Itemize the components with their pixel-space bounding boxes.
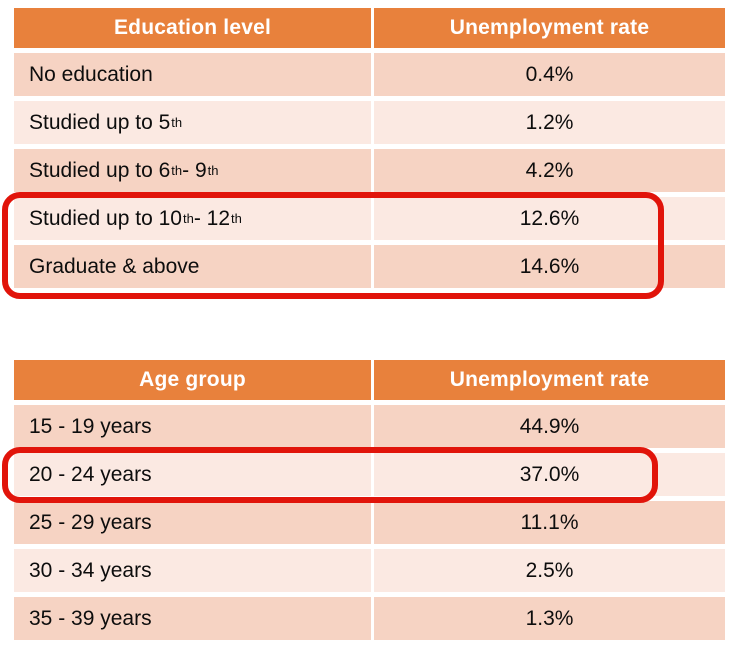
age-table: Age group Unemployment rate 15 - 19 year…	[14, 360, 725, 640]
table-row: 15 - 19 years 44.9%	[14, 405, 725, 448]
table-row: 30 - 34 years 2.5%	[14, 549, 725, 592]
label-cell: 30 - 34 years	[14, 549, 371, 592]
unemployment-rate-header: Unemployment rate	[374, 360, 725, 400]
label-cell: Graduate & above	[14, 245, 371, 288]
row-label: No education	[29, 62, 153, 86]
value-cell: 1.2%	[374, 101, 725, 144]
row-label: 25 - 29 years	[29, 510, 152, 534]
row-label: 20 - 24 years	[29, 462, 152, 486]
table-row-highlighted: Graduate & above 14.6%	[14, 245, 725, 288]
label-cell: 15 - 19 years	[14, 405, 371, 448]
row-label: 30 - 34 years	[29, 558, 152, 582]
age-group-header: Age group	[14, 360, 371, 400]
row-label: Studied up to 5	[29, 110, 171, 134]
row-label: Graduate & above	[29, 254, 200, 278]
value-cell: 44.9%	[374, 405, 725, 448]
value-cell: 0.4%	[374, 53, 725, 96]
education-table: Education level Unemployment rate No edu…	[14, 8, 725, 288]
table-row: 25 - 29 years 11.1%	[14, 501, 725, 544]
value-cell: 11.1%	[374, 501, 725, 544]
value-cell: 12.6%	[374, 197, 725, 240]
education-level-header: Education level	[14, 8, 371, 48]
value-cell: 37.0%	[374, 453, 725, 496]
row-label: - 12	[193, 206, 230, 230]
value-cell: 4.2%	[374, 149, 725, 192]
row-label: 15 - 19 years	[29, 414, 152, 438]
label-cell: 35 - 39 years	[14, 597, 371, 640]
label-cell: 25 - 29 years	[14, 501, 371, 544]
table-row: No education 0.4%	[14, 53, 725, 96]
value-cell: 2.5%	[374, 549, 725, 592]
age-table-header-row: Age group Unemployment rate	[14, 360, 725, 400]
row-label: 35 - 39 years	[29, 606, 152, 630]
label-cell: No education	[14, 53, 371, 96]
value-cell: 14.6%	[374, 245, 725, 288]
row-label: Studied up to 6	[29, 158, 171, 182]
label-cell: 20 - 24 years	[14, 453, 371, 496]
value-cell: 1.3%	[374, 597, 725, 640]
table-row-highlighted: 20 - 24 years 37.0%	[14, 453, 725, 496]
row-label: - 9	[182, 158, 207, 182]
unemployment-rate-header: Unemployment rate	[374, 8, 725, 48]
row-label: Studied up to 10	[29, 206, 182, 230]
table-row: 35 - 39 years 1.3%	[14, 597, 725, 640]
education-table-header-row: Education level Unemployment rate	[14, 8, 725, 48]
